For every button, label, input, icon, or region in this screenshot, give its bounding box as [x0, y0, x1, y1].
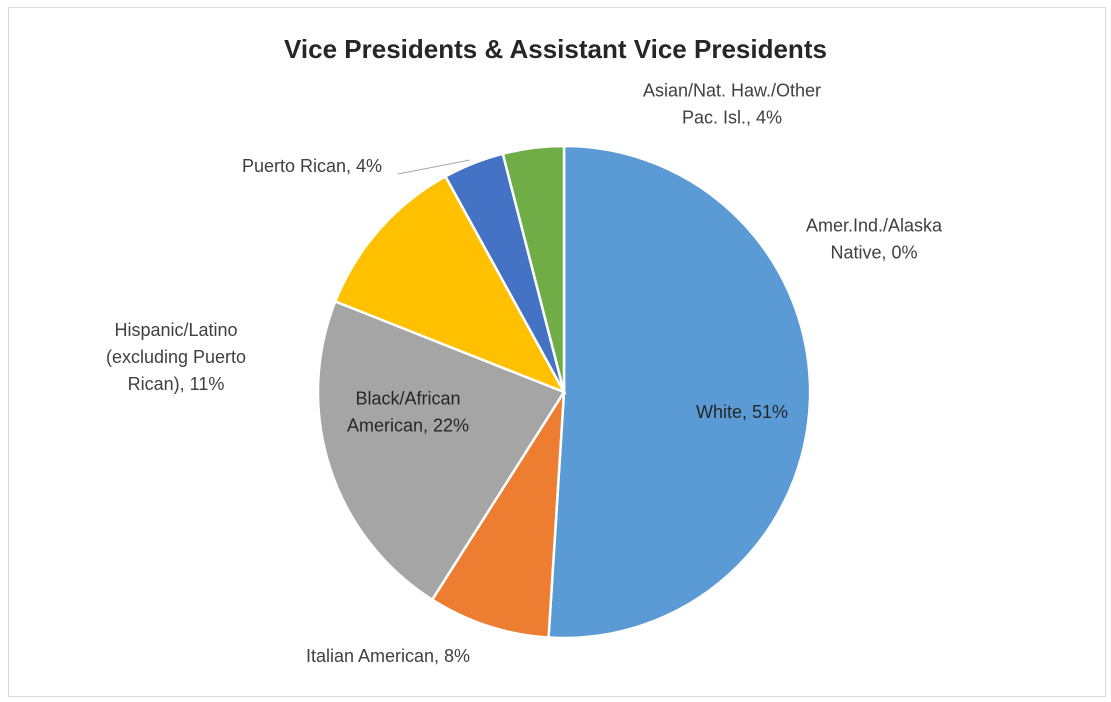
- data-label-amer-ind-alaska-native: Amer.Ind./Alaska Native, 0%: [806, 216, 943, 263]
- data-label-asian-nat-haw-other-pac-isl: Asian/Nat. Haw./Other Pac. Isl., 4%: [643, 81, 821, 128]
- data-label-hispanic-latino-excluding-puerto-rican: Hispanic/Latino (excluding Puerto Rican), …: [106, 320, 246, 394]
- pie-slice-asian-nat-haw-other-pac-isl: [501, 144, 566, 393]
- pie-slice-black-african-american: [316, 299, 566, 602]
- pie-slice-hispanic-latino-excluding-puerto-rican: [333, 174, 567, 395]
- data-label-black-african-american: Black/African American, 22%: [347, 389, 469, 436]
- data-label-white: White, 51%: [696, 402, 788, 422]
- chart-title: Vice Presidents & Assistant Vice Preside…: [284, 34, 827, 64]
- data-label-italian-american: Italian American, 8%: [306, 646, 470, 666]
- pie-slice-italian-american: [430, 391, 566, 639]
- pie-slice-white: [547, 144, 812, 640]
- data-label-puerto-rican: Puerto Rican, 4%: [242, 156, 382, 176]
- leader-line-puerto-rican: [397, 159, 471, 175]
